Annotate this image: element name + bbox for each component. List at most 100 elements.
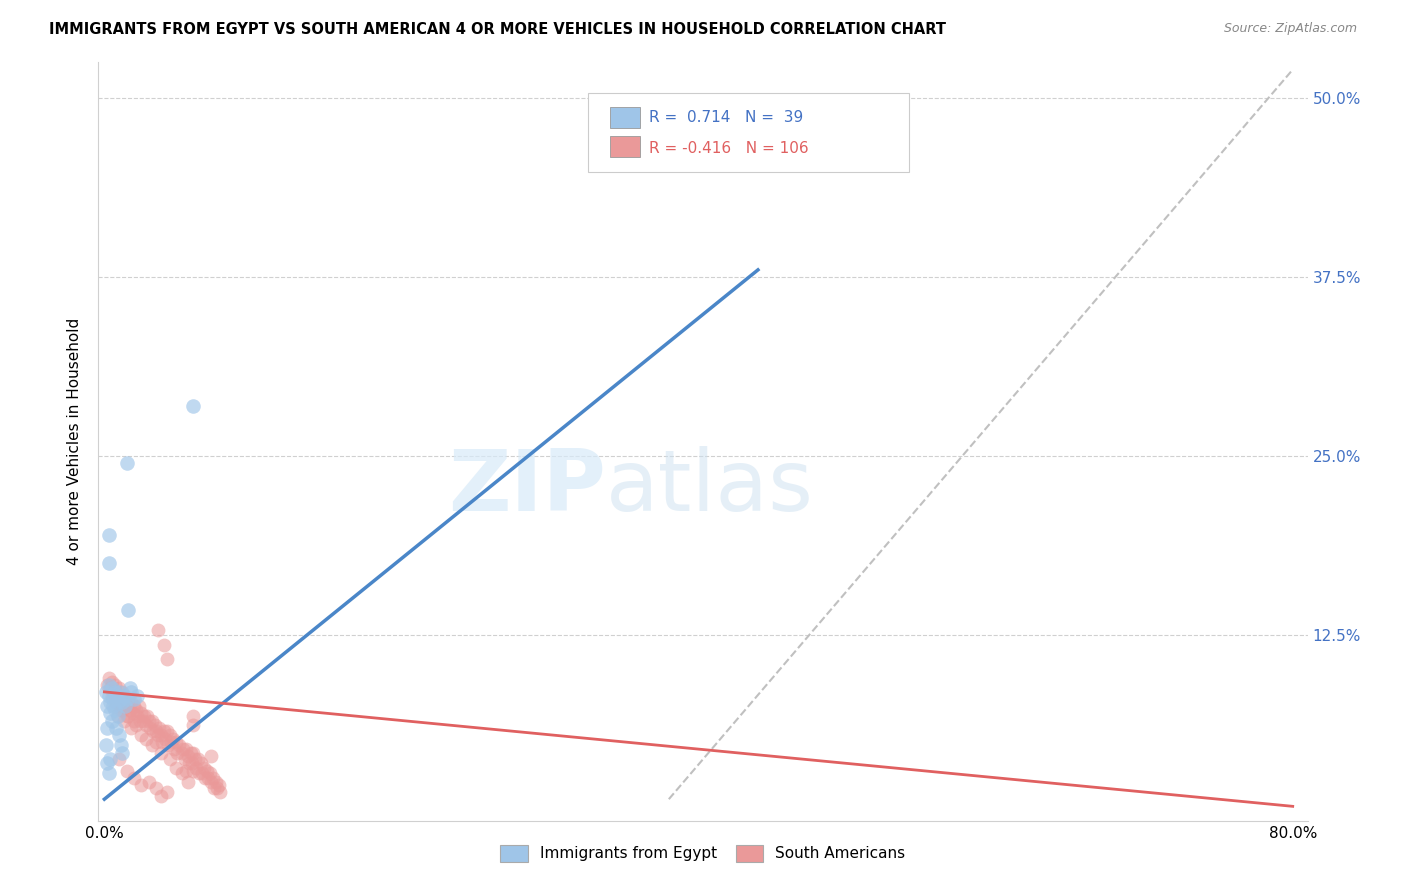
Point <box>197 771 219 785</box>
Point <box>194 771 217 785</box>
Point <box>183 718 205 732</box>
Point <box>163 742 186 756</box>
Point <box>174 742 197 756</box>
Point <box>108 681 131 695</box>
Point <box>98 752 121 766</box>
Point <box>114 689 136 703</box>
Point <box>104 685 127 699</box>
Point <box>132 714 155 728</box>
Point <box>188 766 211 780</box>
Point <box>160 735 183 749</box>
Point <box>128 699 150 714</box>
Point <box>180 747 202 761</box>
Point <box>159 728 181 742</box>
Point <box>94 738 117 752</box>
Text: IMMIGRANTS FROM EGYPT VS SOUTH AMERICAN 4 OR MORE VEHICLES IN HOUSEHOLD CORRELAT: IMMIGRANTS FROM EGYPT VS SOUTH AMERICAN … <box>49 22 946 37</box>
Point <box>125 709 148 723</box>
Point <box>125 689 148 703</box>
Point <box>105 685 128 699</box>
Point <box>101 689 124 703</box>
Point <box>97 678 120 692</box>
Point <box>131 728 153 742</box>
Point <box>170 766 193 780</box>
Point <box>183 747 205 761</box>
Point <box>193 761 215 775</box>
Point <box>110 738 132 752</box>
Point <box>124 718 146 732</box>
Point <box>149 747 172 761</box>
Point <box>131 706 153 721</box>
Point <box>156 723 179 738</box>
Point <box>195 764 218 778</box>
Point <box>145 723 167 738</box>
Point <box>122 699 145 714</box>
Point <box>111 747 134 761</box>
Point <box>107 695 129 709</box>
Point <box>104 678 127 692</box>
Point <box>166 747 188 761</box>
Text: atlas: atlas <box>606 445 814 529</box>
Point <box>162 732 184 747</box>
Point <box>107 709 129 723</box>
Point <box>209 785 232 799</box>
Point <box>96 678 118 692</box>
Point <box>165 735 187 749</box>
Point <box>202 780 225 795</box>
Point <box>96 756 118 771</box>
Point <box>150 735 173 749</box>
Point <box>141 738 163 752</box>
Point <box>152 723 174 738</box>
Point <box>110 704 132 718</box>
Point <box>115 692 138 706</box>
Point <box>101 674 124 689</box>
Point <box>170 747 193 761</box>
Point <box>207 780 229 795</box>
Point <box>145 780 167 795</box>
Point <box>136 709 159 723</box>
Point <box>115 764 138 778</box>
Point <box>118 704 141 718</box>
Point <box>191 766 214 780</box>
Point <box>105 689 128 703</box>
Point <box>120 721 142 735</box>
Text: R =  0.714   N =  39: R = 0.714 N = 39 <box>648 111 803 125</box>
Point <box>143 718 166 732</box>
Point <box>114 699 136 714</box>
Point <box>115 709 138 723</box>
Point <box>117 709 139 723</box>
Point <box>155 732 177 747</box>
Point <box>94 685 117 699</box>
Point <box>157 738 180 752</box>
Point <box>146 624 169 638</box>
Point <box>105 695 128 709</box>
Point <box>117 603 139 617</box>
Point <box>96 721 118 735</box>
Point <box>108 685 131 699</box>
Point <box>115 456 138 470</box>
Point <box>208 778 231 792</box>
Point <box>183 709 205 723</box>
Point <box>135 732 157 747</box>
Point <box>110 692 132 706</box>
Point <box>165 761 187 775</box>
Point <box>173 752 195 766</box>
Point <box>159 752 181 766</box>
Text: ZIP: ZIP <box>449 445 606 529</box>
Point <box>122 692 145 706</box>
Point <box>111 685 134 699</box>
Point <box>97 689 120 703</box>
Point <box>142 723 165 738</box>
Legend: Immigrants from Egypt, South Americans: Immigrants from Egypt, South Americans <box>494 837 912 870</box>
Point <box>101 681 124 695</box>
Point <box>201 771 224 785</box>
Point <box>108 728 131 742</box>
Point <box>112 714 135 728</box>
Point <box>135 718 157 732</box>
Point <box>134 709 156 723</box>
Point <box>121 706 143 721</box>
Point <box>108 699 131 714</box>
Point <box>141 714 163 728</box>
Point <box>115 699 138 714</box>
Point <box>149 789 172 804</box>
Point <box>204 775 226 789</box>
